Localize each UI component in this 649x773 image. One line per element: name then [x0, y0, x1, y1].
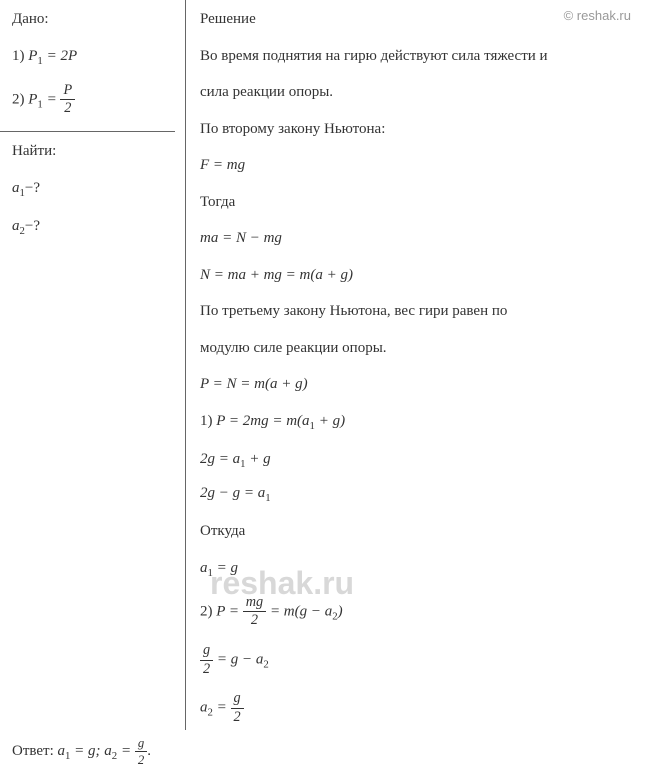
frac-den: 2 — [60, 100, 75, 117]
find-a1: a1−? — [12, 177, 175, 201]
eq5-a: 2g = a — [200, 451, 240, 467]
eq6-a: 2g − g = a — [200, 485, 265, 501]
solution-text-4: Тогда — [200, 191, 635, 214]
find-title: Найти: — [12, 140, 175, 163]
find-a2-q: −? — [25, 218, 40, 234]
given-item-2: 2) P1 = P2 — [12, 83, 175, 117]
eq7-a: a — [200, 560, 208, 576]
case1-prefix: 1) — [200, 413, 216, 429]
solution-text-5: По третьему закону Ньютона, вес гири рав… — [200, 300, 635, 323]
main-container: Дано: 1) P1 = 2P 2) P1 = P2 Найти: a1−? … — [0, 0, 649, 730]
eq7-b: = g — [213, 560, 238, 576]
frac-den: 2 — [231, 709, 244, 726]
frac-num: P — [60, 83, 75, 101]
case2-frac: mg2 — [243, 595, 266, 629]
eq9-eq: = — [213, 700, 231, 716]
given-item-1: 1) P1 = 2P — [12, 45, 175, 69]
solution-eq-3: N = ma + mg = m(a + g) — [200, 264, 635, 287]
answer-tail: . — [147, 743, 151, 759]
eq8-sub: 2 — [263, 659, 268, 671]
frac-den: 2 — [243, 612, 266, 629]
solution-case-1: 1) P = 2mg = m(a1 + g) — [200, 410, 635, 434]
solution-eq-2: ma = N − mg — [200, 227, 635, 250]
answer-label: Ответ: — [12, 743, 58, 759]
solution-eq-4: P = N = m(a + g) — [200, 373, 635, 396]
solution-text-1: Во время поднятия на гирю действуют сила… — [200, 45, 635, 68]
frac-num: g — [200, 643, 213, 661]
frac-num: mg — [243, 595, 266, 613]
given-2-frac: P2 — [60, 83, 75, 117]
eq8-mid: = g − a — [213, 652, 263, 668]
solution-text-6: модулю силе реакции опоры. — [200, 337, 635, 360]
solution-eq-1: F = mg — [200, 154, 635, 177]
given-title: Дано: — [12, 8, 175, 31]
ans-a2-eq: = — [117, 743, 135, 759]
find-a2: a2−? — [12, 215, 175, 239]
eq9-a: a — [200, 700, 208, 716]
right-column: Решение Во время поднятия на гирю действ… — [186, 0, 649, 730]
eq8-frac: g2 — [200, 643, 213, 677]
eq9-frac: g2 — [231, 691, 244, 725]
solution-text-2: сила реакции опоры. — [200, 81, 635, 104]
solution-eq-7: a1 = g — [200, 557, 635, 581]
given-1-prefix: 1) — [12, 48, 28, 64]
horizontal-divider — [0, 131, 175, 132]
given-1-eq: = 2P — [43, 48, 77, 64]
ans-a1-var: a — [58, 743, 66, 759]
solution-eq-6: 2g − g = a1 — [200, 482, 635, 506]
case2-mid: = m(g − a — [266, 603, 332, 619]
answer-line: Ответ: a1 = g; a2 = g2. — [0, 730, 649, 773]
left-column: Дано: 1) P1 = 2P 2) P1 = P2 Найти: a1−? … — [0, 0, 185, 730]
case2-prefix: 2) — [200, 603, 216, 619]
frac-den: 2 — [200, 661, 213, 678]
find-a1-var: a — [12, 180, 20, 196]
solution-eq-8: g2 = g − a2 — [200, 643, 635, 677]
frac-num: g — [135, 736, 147, 752]
answer-a2: a2 = g2 — [104, 743, 147, 759]
answer-a1: a1 = g; — [58, 743, 105, 759]
eq5-b: + g — [246, 451, 271, 467]
ans-a1-eq: = g; — [70, 743, 104, 759]
solution-eq-9: a 2 = g2 — [200, 691, 635, 725]
solution-case-2: 2) P = mg2 = m(g − a2) — [200, 595, 635, 629]
given-2-prefix: 2) — [12, 91, 28, 107]
given-2-eq: = — [43, 91, 61, 107]
ans-a2-frac: g2 — [135, 736, 147, 767]
find-a1-q: −? — [25, 180, 40, 196]
solution-text-3: По второму закону Ньютона: — [200, 118, 635, 141]
solution-text-7: Откуда — [200, 520, 635, 543]
solution-eq-5: 2g = a1 + g — [200, 448, 635, 472]
frac-den: 2 — [135, 752, 147, 767]
case2-tail: ) — [338, 603, 343, 619]
ans-a2-var: a — [104, 743, 112, 759]
frac-num: g — [231, 691, 244, 709]
eq6-sub: 1 — [265, 492, 270, 504]
case1-eq: P = 2mg = m(a — [216, 413, 309, 429]
find-a2-var: a — [12, 218, 20, 234]
case1-tail: + g) — [315, 413, 345, 429]
case2-lhs: P = — [216, 603, 243, 619]
solution-title: Решение — [200, 8, 635, 31]
